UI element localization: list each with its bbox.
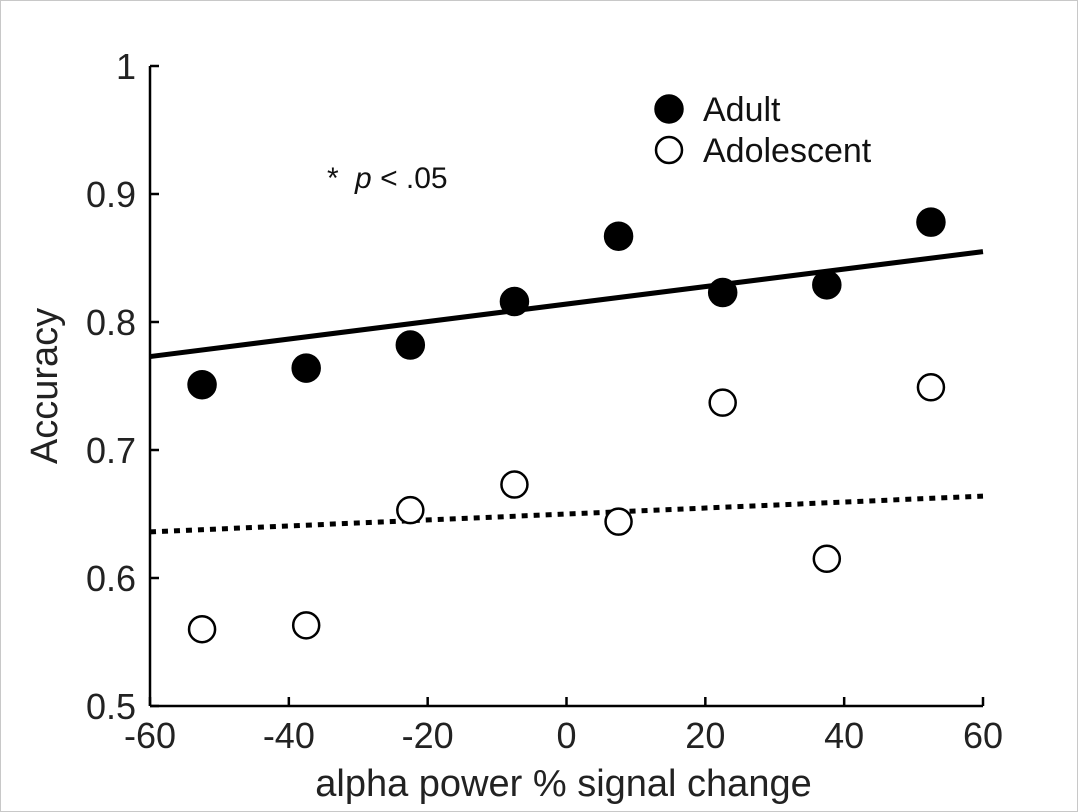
legend-marker-adolescent — [654, 135, 684, 165]
x-tick-label: -40 — [263, 715, 315, 756]
point-adolescent — [187, 614, 217, 644]
point-adult — [707, 277, 738, 308]
x-tick-label: 40 — [824, 715, 864, 756]
fit-lines — [149, 249, 984, 535]
point-adolescent — [500, 470, 529, 499]
point-adult — [187, 369, 217, 400]
x-tick-label: -20 — [402, 715, 454, 756]
x-tick-label: 0 — [556, 715, 576, 756]
x-axis-label: alpha power % signal change — [315, 763, 811, 805]
legend: Adult Adolescent — [654, 91, 872, 170]
point-adolescent — [812, 544, 842, 574]
point-adult — [916, 207, 946, 237]
y-axis-label: Accuracy — [24, 308, 66, 464]
fit-line-adolescent — [149, 493, 984, 535]
y-tick-label: 0.7 — [86, 430, 136, 471]
annotation-threshold: < .05 — [380, 162, 448, 195]
point-adult — [603, 221, 634, 251]
point-adolescent — [916, 373, 946, 402]
x-tick-label: 60 — [963, 715, 1003, 756]
point-adult — [291, 353, 321, 383]
point-adolescent — [291, 611, 321, 640]
y-tick-label: 1 — [116, 46, 136, 87]
annotation-p: p — [354, 162, 372, 195]
point-adult — [499, 286, 530, 317]
legend-marker-adult — [654, 94, 684, 124]
x-tick-label: 20 — [685, 715, 725, 756]
x-ticks: -60 -40 -20 0 20 40 60 — [124, 697, 1003, 756]
y-tick-label: 0.5 — [86, 686, 136, 727]
significance-annotation: * p < .05 — [327, 162, 448, 195]
y-tick-label: 0.9 — [86, 174, 136, 215]
legend-entry-adolescent: Adolescent — [703, 132, 872, 170]
annotation-star: * — [327, 162, 339, 195]
y-ticks: 0.5 0.6 0.7 0.8 0.9 1 — [86, 46, 159, 727]
point-adolescent — [604, 507, 633, 536]
point-adult — [812, 270, 842, 300]
legend-entry-adult: Adult — [703, 91, 781, 129]
data-points — [187, 207, 946, 644]
y-tick-label: 0.8 — [86, 302, 136, 343]
x-tick-label: -60 — [124, 715, 176, 756]
fit-line-adult — [149, 249, 984, 360]
point-adult — [395, 330, 426, 360]
y-tick-label: 0.6 — [86, 558, 136, 599]
point-adolescent — [708, 388, 737, 417]
point-adolescent — [396, 495, 425, 525]
